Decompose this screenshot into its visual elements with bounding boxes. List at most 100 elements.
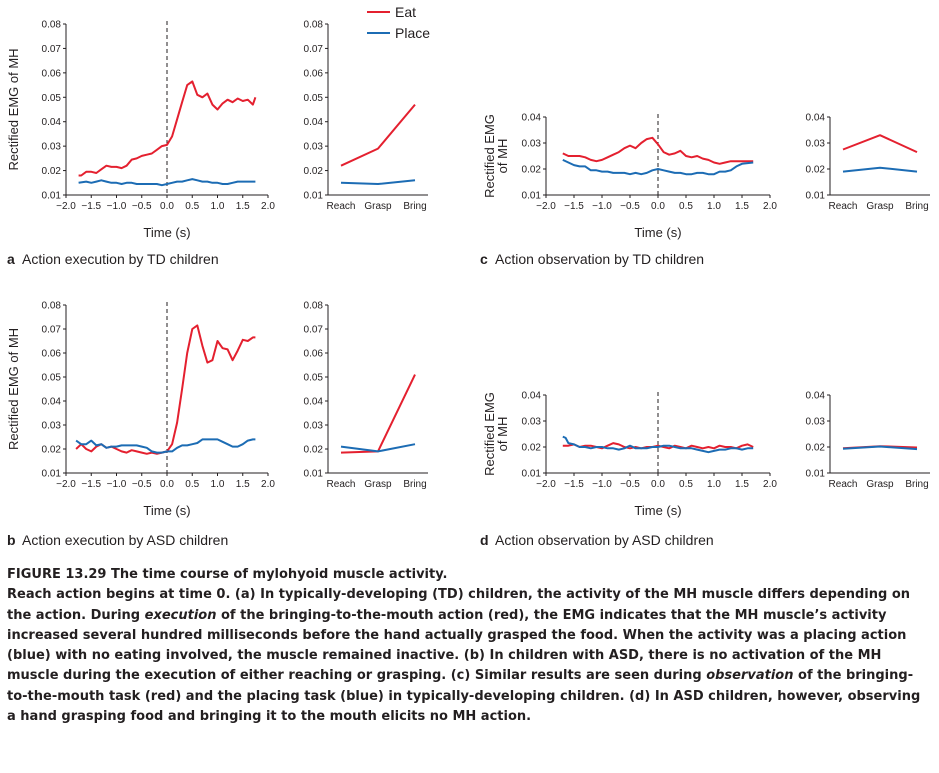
series-line-eat xyxy=(842,134,918,154)
category-label: Reach xyxy=(829,201,858,212)
y-tick-label: 0.04 xyxy=(42,397,62,408)
x-tick-label: −1.0 xyxy=(592,479,612,490)
y-tick-label: 0.08 xyxy=(42,301,62,312)
y-tick-label: 0.02 xyxy=(304,445,324,456)
chart-c-phase: 0.01 0.02 0.03 0.04 Reach Grasp Bring xyxy=(806,113,930,212)
y-tick-label: 0.04 xyxy=(806,113,826,124)
y-tick-label: 0.01 xyxy=(42,191,62,202)
series-line-place xyxy=(78,178,256,187)
panel-b-letter: b xyxy=(7,532,16,548)
category-label: Reach xyxy=(327,201,356,212)
y-axis-label: Rectified EMGof MH xyxy=(482,114,510,198)
y-tick-label: 0.02 xyxy=(304,166,324,177)
legend: Eat Place xyxy=(367,4,430,41)
y-tick-label: 0.08 xyxy=(304,301,324,312)
x-tick-label: −2.0 xyxy=(56,479,76,490)
y-tick-label: 0.03 xyxy=(304,142,324,153)
legend-label-eat: Eat xyxy=(395,4,416,20)
chart-c-time: 0.01 0.02 0.03 0.04 −2.0 −1.5 −1.0 −0.5 0.0 0.5 1.… xyxy=(482,113,777,241)
x-tick-label: −1.0 xyxy=(592,201,612,212)
x-tick-label: 1.0 xyxy=(707,479,721,490)
y-tick-label: 0.04 xyxy=(522,113,542,124)
category-label: Bring xyxy=(403,201,426,212)
x-tick-label: 0.0 xyxy=(651,479,665,490)
x-tick-label: −0.5 xyxy=(132,201,152,212)
series-line-place xyxy=(340,443,416,453)
panel-d-letter: d xyxy=(480,532,489,548)
x-axis-label: Time (s) xyxy=(634,225,681,240)
x-axis-label: Time (s) xyxy=(143,503,190,518)
x-tick-label: −0.5 xyxy=(132,479,152,490)
y-tick-label: 0.05 xyxy=(42,373,62,384)
caption-text-1: Reach action begins at time 0. (a) In ty… xyxy=(7,587,911,623)
series-line-place xyxy=(562,158,754,176)
series-line-eat xyxy=(340,103,416,167)
chart-b-time: 0.01 0.02 0.03 0.04 0.05 0.06 0.07 0.08 −2.0 −1.5… xyxy=(6,301,275,519)
y-tick-label: 0.07 xyxy=(42,44,62,55)
y-axis-label: Rectified EMG of MH xyxy=(6,48,21,170)
chart-a-time: 0.01 0.02 0.03 0.04 0.05 0.06 0.07 0.08 −2.0 −1.5… xyxy=(6,20,275,241)
y-tick-label: 0.04 xyxy=(522,391,542,402)
x-tick-label: 2.0 xyxy=(763,479,777,490)
y-tick-label: 0.04 xyxy=(304,397,324,408)
x-tick-label: 1.5 xyxy=(236,201,250,212)
y-tick-label: 0.07 xyxy=(42,325,62,336)
caption-emphasis-execution: execution xyxy=(144,607,217,623)
y-tick-label: 0.04 xyxy=(806,391,826,402)
x-tick-label: −1.0 xyxy=(107,201,127,212)
category-label: Grasp xyxy=(364,201,392,212)
y-tick-label: 0.02 xyxy=(42,166,62,177)
series-line-place xyxy=(75,438,256,454)
caption-emphasis-observation: observation xyxy=(706,668,794,684)
category-label: Reach xyxy=(829,479,858,490)
x-tick-label: 2.0 xyxy=(261,479,275,490)
x-tick-label: 0.0 xyxy=(160,479,174,490)
series-line-place xyxy=(842,445,918,451)
y-tick-label: 0.05 xyxy=(304,373,324,384)
panel-a-letter: a xyxy=(7,251,15,267)
x-tick-label: 2.0 xyxy=(763,201,777,212)
x-tick-label: 1.5 xyxy=(735,479,749,490)
y-tick-label: 0.01 xyxy=(806,191,826,202)
caption-text-2: of the bringing-to-the-mouth action (red… xyxy=(7,607,907,684)
caption-text-3: of the bringing-to-the-mouth task (red) … xyxy=(7,668,921,725)
x-tick-label: 2.0 xyxy=(261,201,275,212)
y-tick-label: 0.01 xyxy=(304,469,324,480)
y-tick-label: 0.02 xyxy=(522,443,542,454)
category-label: Grasp xyxy=(866,479,894,490)
category-label: Reach xyxy=(327,479,356,490)
x-tick-label: −2.0 xyxy=(536,479,556,490)
y-tick-label: 0.01 xyxy=(522,469,542,480)
y-axis-label-line: Rectified EMG xyxy=(482,114,497,198)
x-axis-label: Time (s) xyxy=(634,503,681,518)
y-axis-label: Rectified EMG of MH xyxy=(6,328,21,450)
y-axis-label-line: of MH xyxy=(495,139,510,174)
y-tick-label: 0.01 xyxy=(304,191,324,202)
x-tick-label: −2.0 xyxy=(536,201,556,212)
y-tick-label: 0.02 xyxy=(806,443,826,454)
x-tick-label: −1.0 xyxy=(107,479,127,490)
chart-panels: 0.01 0.02 0.03 0.04 0.05 0.06 0.07 0.08 −2.0 −1.5… xyxy=(6,20,930,519)
y-tick-label: 0.06 xyxy=(42,68,62,79)
series-line-eat xyxy=(340,374,416,454)
figure-caption: FIGURE 13.29 The time course of mylohyoi… xyxy=(7,565,932,727)
y-axis-label-line: Rectified EMG xyxy=(482,392,497,476)
series-line-place xyxy=(562,435,754,454)
series-line-place xyxy=(340,179,416,185)
y-tick-label: 0.03 xyxy=(42,421,62,432)
panel-b-title: Action execution by ASD children xyxy=(22,532,228,548)
y-axis-label-line: of MH xyxy=(495,417,510,452)
y-tick-label: 0.03 xyxy=(522,417,542,428)
y-tick-label: 0.02 xyxy=(42,445,62,456)
panel-c-letter: c xyxy=(480,251,488,267)
x-tick-label: 1.0 xyxy=(211,201,225,212)
category-label: Grasp xyxy=(866,201,894,212)
series-line-eat xyxy=(75,324,256,455)
x-tick-label: 0.5 xyxy=(185,201,199,212)
x-tick-label: −1.5 xyxy=(564,479,584,490)
x-tick-label: −1.5 xyxy=(81,201,101,212)
y-tick-label: 0.07 xyxy=(304,44,324,55)
y-tick-label: 0.02 xyxy=(522,165,542,176)
y-tick-label: 0.04 xyxy=(304,117,324,128)
x-tick-label: −0.5 xyxy=(620,479,640,490)
